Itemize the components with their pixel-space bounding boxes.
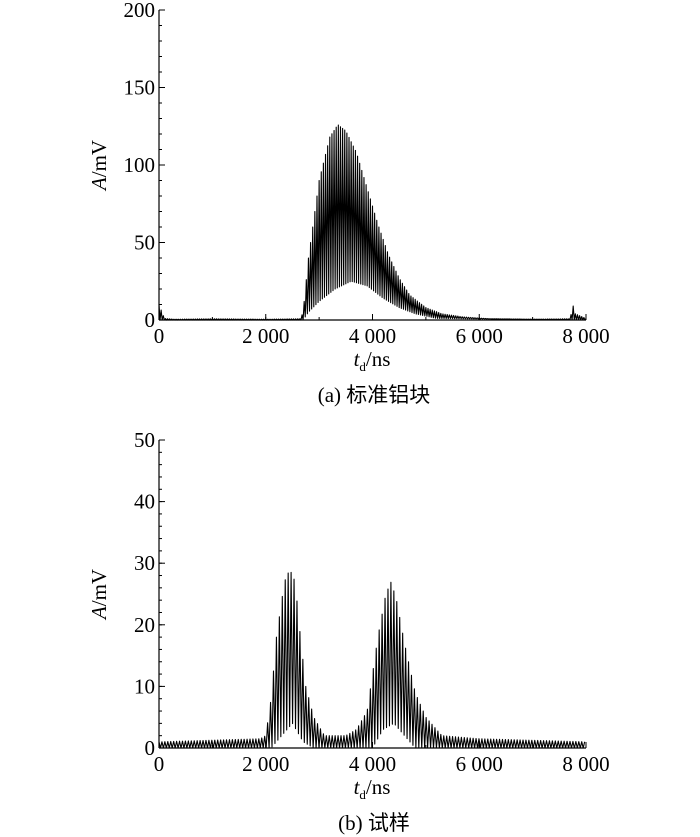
- y-tick-label: 30: [134, 551, 155, 575]
- x-tick-label: 4 000: [349, 324, 396, 348]
- x-tick-label: 0: [154, 752, 165, 776]
- y-tick-label: 20: [134, 613, 155, 637]
- y-tick-label: 100: [124, 153, 156, 177]
- y-axis-a: 0 50 100 150 200: [124, 0, 165, 332]
- y-tick-label: 40: [134, 490, 155, 514]
- chart-panel-b: 0 10 20 30 40 50 0 2 000 4 000 6 000 8 000 A/mV t…: [87, 428, 610, 835]
- y-tick-label: 150: [124, 76, 156, 100]
- y-tick-label: 200: [124, 0, 156, 22]
- x-tick-label: 2 000: [242, 324, 289, 348]
- x-axis-b: 0 2 000 4 000 6 000 8 000: [154, 742, 610, 776]
- y-tick-label: 0: [145, 308, 156, 332]
- y-axis-b: 0 10 20 30 40 50: [134, 428, 165, 760]
- x-ticks-a: 0 2 000 4 000 6 000 8 000: [154, 314, 610, 348]
- y-tick-label: 50: [134, 428, 155, 452]
- caption-b: (b) 试样: [338, 811, 410, 835]
- x-tick-label: 2 000: [242, 752, 289, 776]
- x-tick-label: 4 000: [349, 752, 396, 776]
- y-axis-title-a: A/mV: [87, 140, 111, 192]
- x-axis-a: 0 2 000 4 000 6 000 8 000: [154, 314, 610, 348]
- y-tick-label: 10: [134, 674, 155, 698]
- x-tick-label: 6 000: [456, 752, 503, 776]
- y-ticks-a: 0 50 100 150 200: [124, 0, 165, 332]
- signal-trace-a: [158, 124, 587, 321]
- x-tick-label: 0: [154, 324, 165, 348]
- y-tick-label: 0: [145, 736, 156, 760]
- x-tick-label: 8 000: [562, 752, 609, 776]
- y-axis-title-b: A/mV: [87, 569, 111, 621]
- signal-trace-b: [158, 571, 586, 749]
- x-axis-title-a: td/ns: [354, 347, 391, 374]
- x-axis-title-b: td/ns: [354, 775, 391, 802]
- y-tick-label: 50: [134, 231, 155, 255]
- caption-a: (a) 标准铝块: [318, 383, 431, 407]
- x-tick-label: 6 000: [456, 324, 503, 348]
- y-ticks-b: 0 10 20 30 40 50: [134, 428, 165, 760]
- x-tick-label: 8 000: [562, 324, 609, 348]
